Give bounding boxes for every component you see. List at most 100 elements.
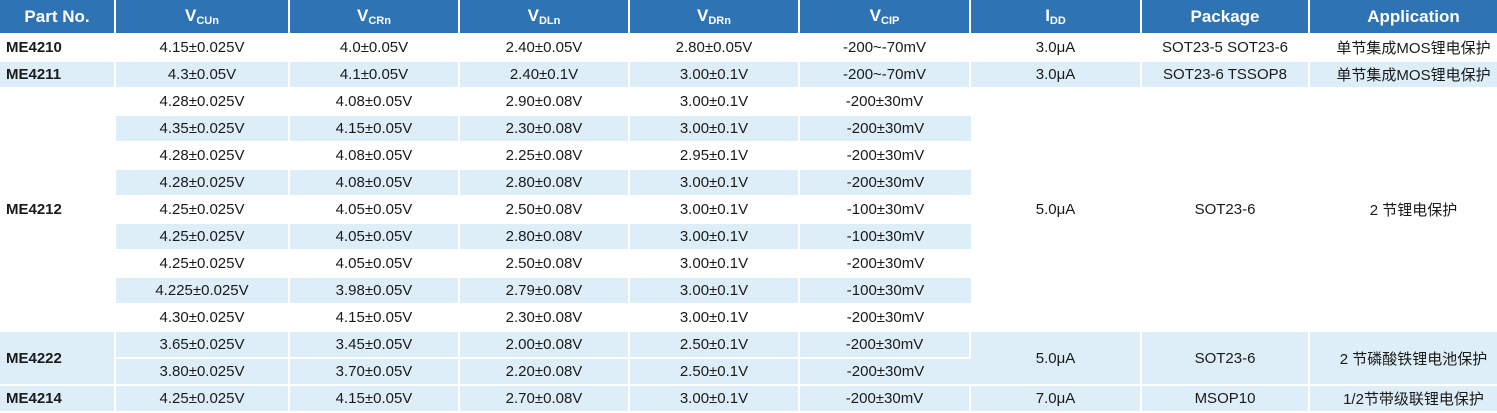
vcip-cell: -100±30mV xyxy=(800,278,971,305)
vdrn-cell: 2.95±0.1V xyxy=(630,143,800,170)
table-row: ME4214 4.25±0.025V 4.15±0.05V 2.70±0.08V… xyxy=(0,386,1497,413)
vcrn-cell: 4.15±0.05V xyxy=(290,386,460,413)
vdrn-cell: 3.00±0.1V xyxy=(630,251,800,278)
vcrn-cell: 4.08±0.05V xyxy=(290,143,460,170)
vcip-cell: -200~-70mV xyxy=(800,62,971,89)
header-idd: IDD xyxy=(971,0,1142,35)
header-vcun: VCUn xyxy=(116,0,290,35)
header-row: Part No. VCUn VCRn VDLn VDRn VCIP IDD Pa… xyxy=(0,0,1497,35)
vdrn-cell: 3.00±0.1V xyxy=(630,224,800,251)
header-package: Package xyxy=(1142,0,1310,35)
vdrn-cell: 3.00±0.1V xyxy=(630,386,800,413)
header-vdln: VDLn xyxy=(460,0,630,35)
vdrn-cell: 3.00±0.1V xyxy=(630,305,800,332)
table-row: 4.35±0.025V 4.15±0.05V 2.30±0.08V 3.00±0… xyxy=(0,116,1497,143)
table-row: 4.25±0.025V 4.05±0.05V 2.50±0.08V 3.00±0… xyxy=(0,197,1497,224)
table-row: ME4211 4.3±0.05V 4.1±0.05V 2.40±0.1V 3.0… xyxy=(0,62,1497,89)
vdln-cell: 2.70±0.08V xyxy=(460,386,630,413)
table-row: 4.28±0.025V 4.08±0.05V 2.25±0.08V 2.95±0… xyxy=(0,143,1497,170)
vcip-cell: -100±30mV xyxy=(800,197,971,224)
vcun-cell: 4.28±0.025V xyxy=(116,89,290,116)
vcrn-cell: 4.08±0.05V xyxy=(290,89,460,116)
vcrn-cell: 4.05±0.05V xyxy=(290,224,460,251)
vcip-cell: -200±30mV xyxy=(800,89,971,116)
vdrn-cell: 3.00±0.1V xyxy=(630,116,800,143)
vdln-cell: 2.30±0.08V xyxy=(460,305,630,332)
vdln-cell: 2.50±0.08V xyxy=(460,197,630,224)
part-number: ME4214 xyxy=(0,386,116,413)
vcun-cell: 4.225±0.025V xyxy=(116,278,290,305)
application-cell: 1/2节带级联锂电保护 xyxy=(1310,386,1497,413)
application-cell: 单节集成MOS锂电保护 xyxy=(1310,62,1497,89)
part-number: ME4212 xyxy=(0,89,116,332)
idd-cell: 7.0μA xyxy=(971,386,1142,413)
vcrn-cell: 4.05±0.05V xyxy=(290,197,460,224)
vcun-cell: 4.25±0.025V xyxy=(116,386,290,413)
vcun-cell: 4.28±0.025V xyxy=(116,143,290,170)
idd-cell: 5.0μA xyxy=(971,89,1142,332)
vcip-cell: -200±30mV xyxy=(800,386,971,413)
header-vcip: VCIP xyxy=(800,0,971,35)
vcun-cell: 4.15±0.025V xyxy=(116,35,290,62)
vdrn-cell: 3.00±0.1V xyxy=(630,278,800,305)
vcrn-cell: 4.15±0.05V xyxy=(290,305,460,332)
vcun-cell: 3.80±0.025V xyxy=(116,359,290,386)
vcip-cell: -200±30mV xyxy=(800,170,971,197)
vdln-cell: 2.50±0.08V xyxy=(460,251,630,278)
vcrn-cell: 4.05±0.05V xyxy=(290,251,460,278)
part-number: ME4210 xyxy=(0,35,116,62)
vcun-cell: 4.3±0.05V xyxy=(116,62,290,89)
vdrn-cell: 3.00±0.1V xyxy=(630,89,800,116)
table-row: 4.28±0.025V 4.08±0.05V 2.80±0.08V 3.00±0… xyxy=(0,170,1497,197)
vcip-cell: -200±30mV xyxy=(800,305,971,332)
table-row: ME4210 4.15±0.025V 4.0±0.05V 2.40±0.05V … xyxy=(0,35,1497,62)
header-application: Application xyxy=(1310,0,1497,35)
vdln-cell: 2.30±0.08V xyxy=(460,116,630,143)
table-row: ME4222 3.65±0.025V 3.45±0.05V 2.00±0.08V… xyxy=(0,332,1497,386)
package-cell: SOT23-6 xyxy=(1142,332,1310,386)
vcun-cell: 4.25±0.025V xyxy=(116,251,290,278)
application-cell: 2 节锂电保护 xyxy=(1310,89,1497,332)
vdrn-cell: 3.00±0.1V xyxy=(630,197,800,224)
vcun-cell: 4.30±0.025V xyxy=(116,305,290,332)
table-row: 4.25±0.025V 4.05±0.05V 2.50±0.08V 3.00±0… xyxy=(0,251,1497,278)
vcip-cell: -200~-70mV xyxy=(800,35,971,62)
table-row: 3.80±0.025V 3.70±0.05V 2.20±0.08V 2.50±0… xyxy=(0,359,1497,386)
vdln-cell: 2.20±0.08V xyxy=(460,359,630,386)
header-vcrn: VCRn xyxy=(290,0,460,35)
vdrn-cell: 3.00±0.1V xyxy=(630,62,800,89)
vcip-cell: -200±30mV xyxy=(800,359,971,386)
vcun-cell: 4.28±0.025V xyxy=(116,170,290,197)
table-row: 4.225±0.025V 3.98±0.05V 2.79±0.08V 3.00±… xyxy=(0,278,1497,305)
vcrn-cell: 4.0±0.05V xyxy=(290,35,460,62)
vcip-cell: -200±30mV xyxy=(800,251,971,278)
vcrn-cell: 4.15±0.05V xyxy=(290,116,460,143)
vcrn-cell: 3.70±0.05V xyxy=(290,359,460,386)
package-cell: SOT23-5 SOT23-6 xyxy=(1142,35,1310,62)
package-cell: SOT23-6 TSSOP8 xyxy=(1142,62,1310,89)
table-row: 4.30±0.025V 4.15±0.05V 2.30±0.08V 3.00±0… xyxy=(0,305,1497,332)
idd-cell: 3.0μA xyxy=(971,62,1142,89)
application-cell: 单节集成MOS锂电保护 xyxy=(1310,35,1497,62)
vcun-cell: 4.25±0.025V xyxy=(116,224,290,251)
vcun-cell: 4.25±0.025V xyxy=(116,197,290,224)
application-cell: 2 节磷酸铁锂电池保护 xyxy=(1310,332,1497,386)
vcrn-cell: 3.98±0.05V xyxy=(290,278,460,305)
idd-cell: 3.0μA xyxy=(971,35,1142,62)
vdln-cell: 2.80±0.08V xyxy=(460,170,630,197)
part-number: ME4222 xyxy=(0,332,116,386)
vcip-cell: -200±30mV xyxy=(800,143,971,170)
vdrn-cell: 3.00±0.1V xyxy=(630,170,800,197)
vdln-cell: 2.80±0.08V xyxy=(460,224,630,251)
vdln-cell: 2.90±0.08V xyxy=(460,89,630,116)
header-vdrn: VDRn xyxy=(630,0,800,35)
vcip-cell: -200±30mV xyxy=(800,332,971,359)
package-cell: SOT23-6 xyxy=(1142,89,1310,332)
vcip-cell: -200±30mV xyxy=(800,116,971,143)
vcrn-cell: 3.45±0.05V xyxy=(290,332,460,359)
vdrn-cell: 2.50±0.1V xyxy=(630,359,800,386)
vcrn-cell: 4.1±0.05V xyxy=(290,62,460,89)
table-row: 4.25±0.025V 4.05±0.05V 2.80±0.08V 3.00±0… xyxy=(0,224,1497,251)
header-part-no: Part No. xyxy=(0,0,116,35)
